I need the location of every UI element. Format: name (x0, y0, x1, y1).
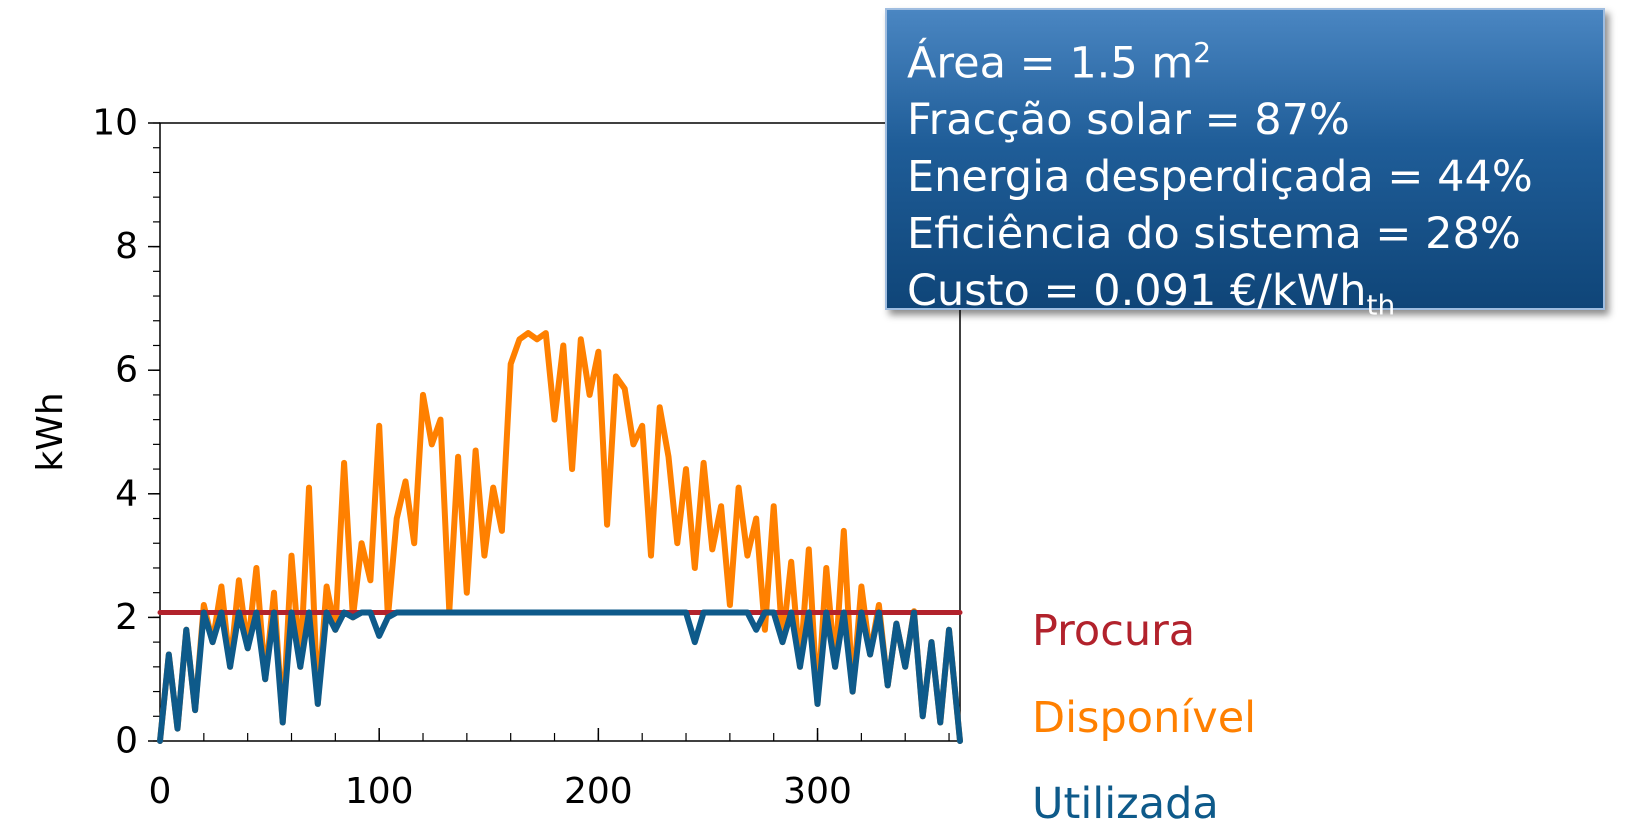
cost-text: Custo = 0.091 €/kWh (907, 266, 1367, 317)
x-tick-label: 300 (783, 771, 852, 812)
area-unit-superscript: 2 (1193, 36, 1212, 69)
summary-info-box: Área = 1.5 m2 Fracção solar = 87% Energi… (885, 8, 1605, 322)
y-tick-label: 10 (92, 103, 138, 144)
legend-disponivel: Disponível (1032, 693, 1256, 743)
system-efficiency-line: Eficiência do sistema = 28% (907, 209, 1521, 260)
wasted-energy-line: Energia desperdiçada = 44% (907, 152, 1533, 203)
cost-unit-subscript: th (1366, 288, 1396, 322)
series-disponivel-line (157, 330, 963, 744)
y-tick-label: 8 (115, 226, 138, 267)
y-tick-labels: 0 2 4 6 8 10 (92, 103, 160, 762)
y-tick-label: 2 (115, 597, 138, 638)
x-tick-labels: 0 100 200 300 (149, 728, 852, 812)
y-tick-label: 6 (115, 350, 138, 391)
legend-procura: Procura (1032, 606, 1195, 656)
y-axis-title: kWh (30, 392, 71, 471)
area-text: Área = 1.5 m (907, 38, 1194, 89)
x-tick-label: 0 (149, 771, 172, 812)
y-minor-ticks (153, 122, 160, 742)
y-tick-label: 4 (115, 473, 138, 514)
series-utilizada-line (157, 609, 963, 744)
legend-utilizada: Utilizada (1032, 779, 1219, 819)
y-tick-label: 0 (115, 721, 138, 762)
x-tick-label: 200 (564, 771, 633, 812)
x-minor-ticks (203, 733, 950, 741)
area-line: Área = 1.5 m2 (907, 24, 1583, 92)
series-layer (157, 330, 963, 744)
plot-area-frame (159, 122, 961, 742)
x-tick-label: 100 (345, 771, 414, 812)
cost-line: Custo = 0.091 €/kWhth (907, 263, 1583, 334)
solar-fraction-line: Fracção solar = 87% (907, 95, 1350, 146)
